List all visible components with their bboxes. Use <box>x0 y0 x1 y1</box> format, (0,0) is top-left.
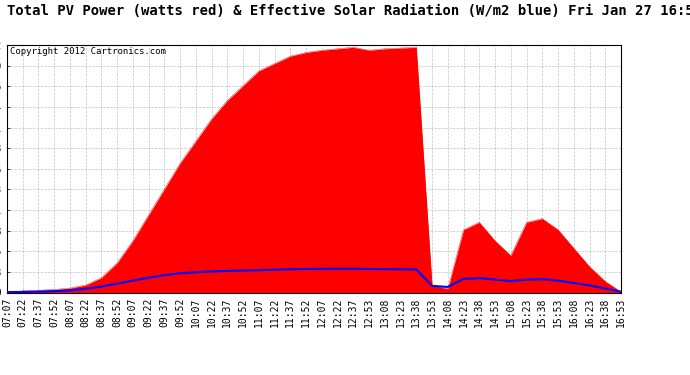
Text: Copyright 2012 Cartronics.com: Copyright 2012 Cartronics.com <box>10 48 166 57</box>
Text: Total PV Power (watts red) & Effective Solar Radiation (W/m2 blue) Fri Jan 27 16: Total PV Power (watts red) & Effective S… <box>7 4 690 18</box>
